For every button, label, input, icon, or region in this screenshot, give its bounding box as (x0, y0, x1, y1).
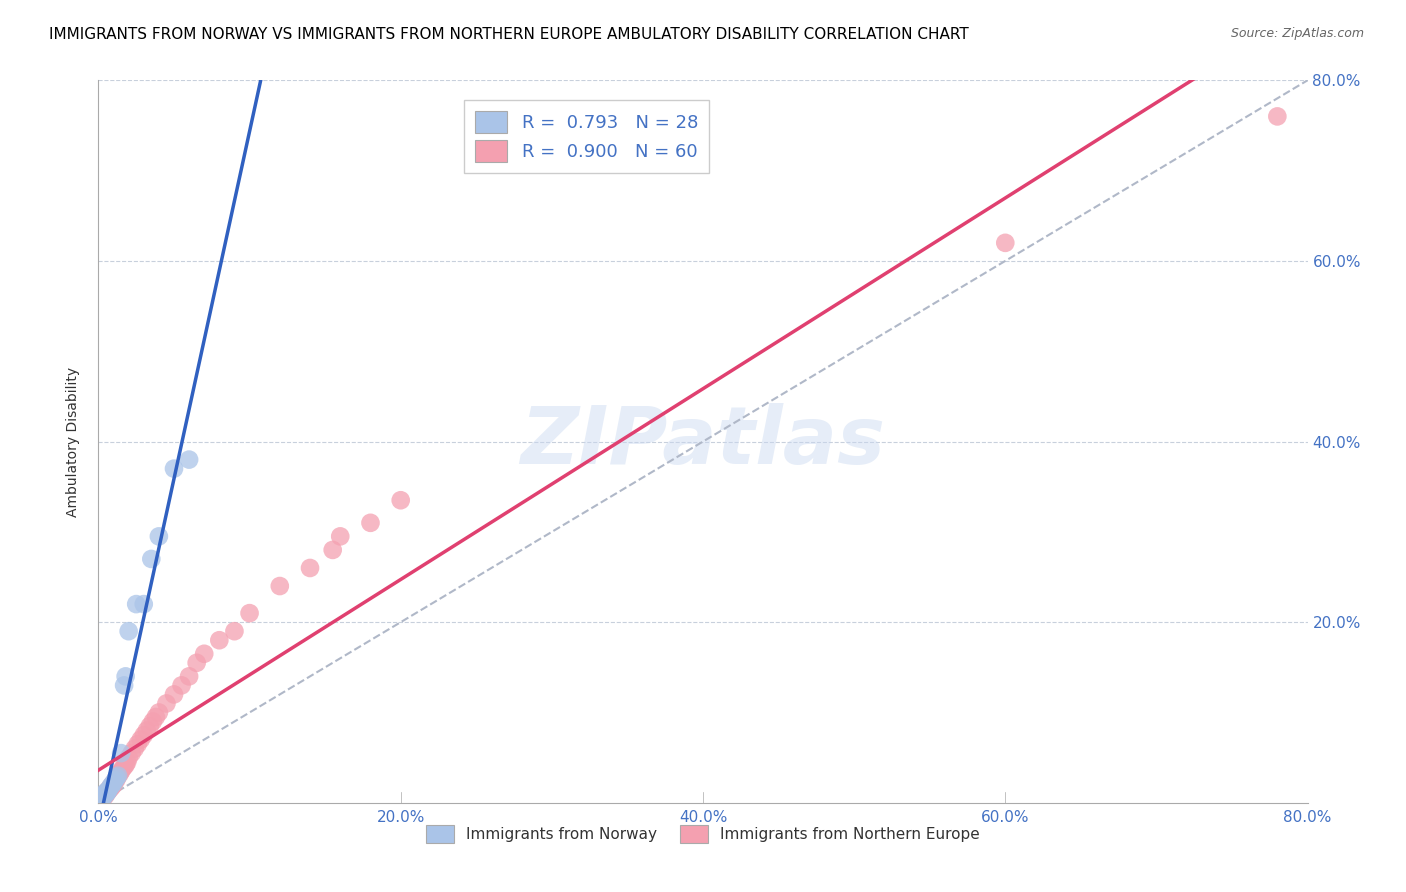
Point (148, 529, 170, 543)
Point (118, 750, 141, 764)
Point (98, 782, 121, 797)
Point (91, 790, 114, 805)
Point (139, 719, 162, 733)
Point (94, 787, 117, 801)
Point (100, 781, 122, 796)
Text: ZIPatlas: ZIPatlas (520, 402, 886, 481)
Text: Source: ZipAtlas.com: Source: ZipAtlas.com (1230, 27, 1364, 40)
Point (94, 785, 117, 799)
Point (170, 678, 193, 692)
Point (163, 687, 186, 701)
Point (104, 774, 127, 789)
Point (118, 624, 141, 639)
Point (163, 461, 186, 475)
Point (299, 561, 322, 575)
Point (91, 790, 114, 805)
Point (91, 789, 114, 804)
Point (110, 764, 132, 779)
Point (96, 784, 118, 798)
Point (239, 606, 262, 620)
Point (89, 793, 111, 807)
Point (94, 786, 117, 800)
Point (90, 792, 112, 806)
Point (101, 778, 124, 792)
Point (105, 771, 128, 785)
Point (994, 235, 1017, 250)
Point (89, 794, 111, 808)
Point (93, 787, 115, 801)
Point (103, 776, 125, 790)
Point (114, 669, 136, 683)
Point (148, 706, 170, 720)
Point (96, 784, 118, 798)
Point (93, 789, 115, 804)
Point (112, 760, 135, 774)
Point (94, 788, 117, 802)
Point (110, 746, 132, 760)
Point (155, 697, 177, 711)
Point (115, 755, 138, 769)
Point (105, 772, 128, 787)
Point (269, 579, 291, 593)
Point (208, 633, 231, 648)
Point (101, 778, 124, 792)
Point (108, 767, 131, 781)
Point (135, 723, 157, 738)
Y-axis label: Ambulatory Disability: Ambulatory Disability (66, 367, 80, 516)
Text: IMMIGRANTS FROM NORWAY VS IMMIGRANTS FROM NORTHERN EUROPE AMBULATORY DISABILITY : IMMIGRANTS FROM NORWAY VS IMMIGRANTS FRO… (49, 27, 969, 42)
Point (104, 773, 127, 788)
Point (112, 678, 135, 692)
Point (101, 780, 124, 794)
Point (105, 771, 128, 785)
Point (186, 656, 208, 670)
Point (132, 728, 155, 742)
Point (98, 783, 121, 797)
Point (389, 493, 412, 508)
Point (96, 785, 118, 799)
Point (107, 769, 129, 783)
Point (103, 778, 125, 792)
Point (91, 791, 114, 805)
Point (100, 780, 122, 794)
Point (93, 789, 115, 803)
Point (98, 782, 121, 797)
Legend: Immigrants from Norway, Immigrants from Northern Europe: Immigrants from Norway, Immigrants from … (420, 819, 986, 849)
Point (124, 741, 146, 756)
Point (111, 762, 134, 776)
Point (107, 769, 129, 783)
Point (329, 529, 352, 543)
Point (127, 737, 149, 751)
Point (224, 624, 246, 639)
Point (96, 785, 118, 799)
Point (179, 669, 201, 683)
Point (90, 791, 112, 805)
Point (193, 647, 215, 661)
Point (90, 791, 112, 805)
Point (179, 452, 201, 467)
Point (103, 776, 125, 790)
Point (322, 542, 344, 557)
Point (360, 516, 382, 530)
Point (100, 780, 122, 795)
Point (114, 757, 136, 772)
Point (145, 710, 167, 724)
Point (142, 714, 165, 729)
Point (141, 552, 163, 566)
Point (93, 789, 115, 803)
Point (89, 794, 111, 808)
Point (91, 789, 114, 804)
Point (132, 597, 155, 611)
Point (129, 732, 152, 747)
Point (125, 597, 148, 611)
Point (94, 787, 117, 801)
Point (121, 746, 143, 760)
Point (90, 792, 112, 806)
Point (1267, 109, 1289, 123)
